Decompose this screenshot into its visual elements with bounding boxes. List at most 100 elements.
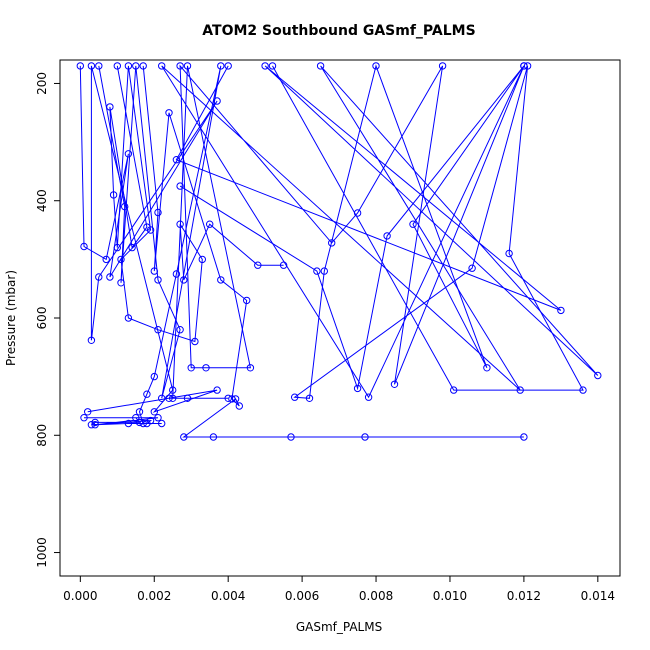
x-tick-label: 0.004 — [211, 589, 245, 603]
data-point — [106, 273, 114, 281]
data-point — [213, 386, 221, 394]
data-point — [450, 386, 458, 394]
data-point — [316, 62, 325, 70]
data-point — [176, 220, 184, 228]
data-point — [180, 276, 188, 284]
x-tick-label: 0.012 — [507, 589, 541, 603]
data-point — [87, 62, 96, 70]
data-point — [135, 408, 144, 416]
data-point — [154, 326, 162, 334]
data-point — [150, 408, 159, 416]
data-point — [102, 255, 110, 264]
series-line-0 — [161, 64, 599, 399]
chart-title: ATOM2 Southbound GASmf_PALMS — [202, 23, 475, 39]
data-point — [158, 62, 166, 70]
y-axis-label: Pressure (mbar) — [4, 270, 18, 366]
y-axis: 200 400 600 800 1000 — [35, 72, 60, 568]
data-point — [176, 182, 184, 190]
x-tick-label: 0.006 — [285, 589, 319, 603]
y-tick-label: 600 — [35, 307, 49, 330]
data-point — [135, 418, 144, 427]
data-point — [117, 279, 125, 287]
data-point — [228, 395, 236, 403]
data-point — [87, 421, 96, 429]
data-point — [146, 416, 155, 425]
data-point — [483, 364, 491, 372]
data-point — [268, 62, 277, 70]
x-tick-label: 0.008 — [359, 589, 393, 603]
data-point — [121, 202, 129, 211]
data-point — [80, 414, 88, 422]
data-point — [390, 380, 399, 388]
data-point — [132, 62, 140, 70]
data-point — [409, 220, 417, 228]
data-point — [468, 264, 476, 272]
x-tick-label: 0.002 — [137, 589, 171, 603]
data-point — [132, 414, 140, 422]
data-point — [165, 109, 173, 117]
data-point — [154, 414, 162, 422]
data-point — [158, 394, 166, 402]
x-axis: 0.000 0.002 0.004 0.006 0.008 0.010 0.012 0.014 — [63, 576, 615, 603]
data-point — [76, 62, 85, 70]
y-tick-label: 200 — [35, 72, 49, 95]
data-point — [169, 386, 177, 394]
data-point — [198, 255, 207, 264]
data-point — [165, 394, 173, 402]
series-points — [76, 62, 602, 441]
data-point — [217, 62, 225, 70]
data-point — [128, 243, 136, 252]
data-point — [191, 337, 199, 346]
series-line-6 — [179, 64, 584, 399]
data-point — [113, 243, 122, 252]
data-point — [217, 276, 225, 284]
data-point — [523, 62, 532, 70]
data-point — [224, 62, 232, 70]
data-point — [313, 267, 321, 275]
data-point — [180, 433, 188, 441]
data-point — [353, 209, 362, 217]
data-point — [209, 433, 218, 441]
data-point — [106, 103, 114, 111]
data-point — [438, 62, 447, 70]
data-point — [305, 394, 314, 402]
data-point — [328, 239, 336, 247]
data-point — [84, 408, 92, 416]
data-point — [383, 232, 391, 240]
series-line-1 — [79, 65, 218, 413]
data-point — [124, 419, 133, 428]
data-point — [235, 402, 244, 410]
data-point — [246, 364, 255, 372]
x-tick-label: 0.014 — [581, 589, 615, 603]
data-point — [254, 261, 262, 269]
data-point — [213, 97, 221, 105]
data-point — [579, 386, 587, 394]
data-point — [224, 394, 232, 402]
data-point — [279, 261, 288, 269]
data-point — [80, 242, 88, 251]
x-axis-label: GASmf_PALMS — [296, 620, 382, 634]
data-point — [143, 390, 151, 398]
data-point — [176, 62, 184, 70]
data-point — [169, 394, 177, 402]
data-point — [109, 191, 118, 199]
data-point — [516, 386, 524, 394]
data-point — [206, 220, 214, 228]
data-point — [261, 62, 269, 70]
data-point — [117, 255, 125, 264]
data-point — [505, 249, 513, 258]
data-point — [520, 62, 528, 70]
data-point — [95, 62, 103, 70]
data-point — [124, 62, 133, 70]
y-tick-label: 400 — [35, 189, 49, 212]
data-point — [172, 156, 181, 164]
data-point — [172, 270, 181, 278]
data-point — [124, 150, 133, 158]
y-tick-label: 800 — [35, 424, 49, 447]
data-point — [183, 62, 192, 70]
data-point — [202, 364, 210, 372]
data-point — [139, 62, 147, 70]
data-point — [594, 371, 602, 380]
data-point — [139, 419, 147, 428]
